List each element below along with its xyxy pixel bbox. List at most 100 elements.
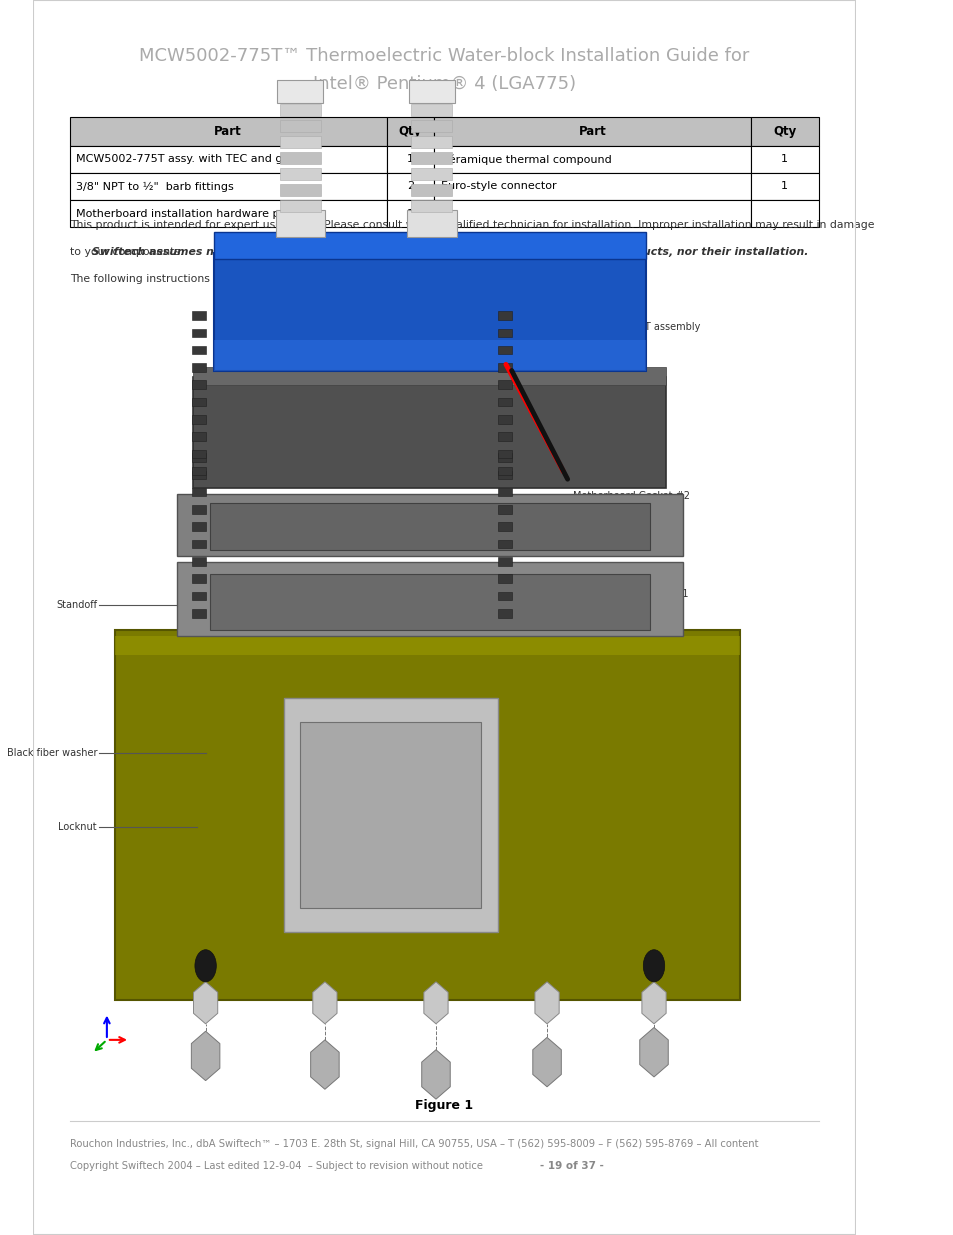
FancyBboxPatch shape (497, 450, 511, 458)
Text: Qty: Qty (398, 125, 421, 138)
FancyBboxPatch shape (497, 453, 511, 462)
FancyBboxPatch shape (497, 398, 511, 406)
FancyBboxPatch shape (70, 117, 386, 146)
FancyBboxPatch shape (497, 505, 511, 514)
FancyBboxPatch shape (386, 173, 434, 200)
Text: Swiftech assumes no liability whatsoever, expressed or implied, for the use of t: Swiftech assumes no liability whatsoever… (92, 247, 807, 257)
FancyBboxPatch shape (497, 557, 511, 566)
Text: Part: Part (578, 125, 606, 138)
Text: 3/8" NPT to ½"  barb fittings: 3/8" NPT to ½" barb fittings (76, 182, 233, 191)
FancyBboxPatch shape (192, 363, 206, 372)
FancyBboxPatch shape (277, 80, 323, 103)
FancyBboxPatch shape (70, 146, 386, 173)
FancyBboxPatch shape (192, 505, 206, 514)
FancyBboxPatch shape (497, 329, 511, 337)
FancyBboxPatch shape (279, 104, 320, 116)
FancyBboxPatch shape (497, 471, 511, 479)
FancyBboxPatch shape (279, 120, 320, 132)
FancyBboxPatch shape (193, 377, 665, 488)
Text: www.swiftnets.com: www.swiftnets.com (427, 274, 532, 284)
Text: Motherboard gasket #1
(1/4" thick)
"Sticky side" down: Motherboard gasket #1 (1/4" thick) "Stic… (573, 589, 688, 626)
FancyBboxPatch shape (192, 311, 206, 320)
FancyBboxPatch shape (192, 398, 206, 406)
FancyBboxPatch shape (434, 146, 750, 173)
FancyBboxPatch shape (411, 184, 452, 196)
FancyBboxPatch shape (497, 574, 511, 583)
FancyBboxPatch shape (210, 503, 649, 550)
FancyBboxPatch shape (70, 200, 386, 227)
FancyBboxPatch shape (192, 380, 206, 389)
FancyBboxPatch shape (750, 117, 818, 146)
Text: Figure 1: Figure 1 (415, 1099, 473, 1112)
Circle shape (642, 950, 664, 982)
FancyBboxPatch shape (213, 232, 645, 259)
FancyBboxPatch shape (192, 415, 206, 424)
Text: Motherboard installation hardware pack: Motherboard installation hardware pack (76, 209, 299, 219)
FancyBboxPatch shape (497, 488, 511, 496)
FancyBboxPatch shape (411, 104, 452, 116)
FancyBboxPatch shape (279, 184, 320, 196)
FancyBboxPatch shape (192, 574, 206, 583)
FancyBboxPatch shape (497, 380, 511, 389)
FancyBboxPatch shape (409, 80, 455, 103)
Text: for updates.: for updates. (511, 274, 580, 284)
FancyBboxPatch shape (434, 200, 750, 227)
FancyBboxPatch shape (279, 152, 320, 164)
FancyBboxPatch shape (497, 311, 511, 320)
Text: Qty: Qty (772, 125, 796, 138)
FancyBboxPatch shape (300, 722, 480, 908)
Text: This product is intended for expert users only. Please consult with a qualified : This product is intended for expert user… (70, 220, 874, 230)
FancyBboxPatch shape (411, 120, 452, 132)
FancyBboxPatch shape (210, 574, 649, 630)
FancyBboxPatch shape (411, 168, 452, 180)
FancyBboxPatch shape (192, 450, 206, 458)
Text: 1: 1 (781, 154, 787, 164)
FancyBboxPatch shape (497, 432, 511, 441)
FancyBboxPatch shape (115, 630, 740, 1000)
FancyBboxPatch shape (192, 488, 206, 496)
FancyBboxPatch shape (192, 346, 206, 354)
Text: Céramique thermal compound: Céramique thermal compound (440, 154, 611, 164)
Text: Assembly exploded view: Assembly exploded view (352, 305, 536, 317)
Text: 1: 1 (781, 182, 787, 191)
FancyBboxPatch shape (115, 636, 740, 655)
Text: The following instructions are subject to change without notice. Please visit ou: The following instructions are subject t… (70, 274, 570, 284)
FancyBboxPatch shape (434, 117, 750, 146)
Text: 1: 1 (407, 154, 414, 164)
FancyBboxPatch shape (283, 698, 497, 932)
FancyBboxPatch shape (434, 173, 750, 200)
FancyBboxPatch shape (279, 200, 320, 212)
FancyBboxPatch shape (192, 592, 206, 600)
Text: 1: 1 (407, 209, 414, 219)
FancyBboxPatch shape (192, 329, 206, 337)
FancyBboxPatch shape (750, 146, 818, 173)
FancyBboxPatch shape (750, 173, 818, 200)
FancyBboxPatch shape (497, 415, 511, 424)
FancyBboxPatch shape (192, 471, 206, 479)
Text: MCW5002-775T assembly: MCW5002-775T assembly (573, 322, 700, 332)
FancyBboxPatch shape (70, 173, 386, 200)
Text: Copyright Swiftech 2004 – Last edited 12-9-04  – Subject to revision without not: Copyright Swiftech 2004 – Last edited 12… (70, 1161, 482, 1171)
FancyBboxPatch shape (497, 346, 511, 354)
FancyBboxPatch shape (407, 210, 456, 237)
Text: Standoff: Standoff (56, 600, 97, 610)
FancyBboxPatch shape (497, 540, 511, 548)
FancyBboxPatch shape (279, 168, 320, 180)
FancyBboxPatch shape (750, 200, 818, 227)
Text: Part: Part (214, 125, 242, 138)
FancyBboxPatch shape (213, 253, 645, 370)
FancyBboxPatch shape (497, 522, 511, 531)
Text: 2: 2 (407, 182, 414, 191)
FancyBboxPatch shape (192, 432, 206, 441)
Text: Black fiber washer: Black fiber washer (7, 748, 97, 758)
FancyBboxPatch shape (411, 200, 452, 212)
FancyBboxPatch shape (192, 467, 206, 475)
Text: Euro-style connector: Euro-style connector (440, 182, 556, 191)
Text: MCW5002-775T™ Thermoelectric Water-block Installation Guide for: MCW5002-775T™ Thermoelectric Water-block… (139, 47, 749, 64)
FancyBboxPatch shape (497, 609, 511, 618)
FancyBboxPatch shape (386, 146, 434, 173)
FancyBboxPatch shape (192, 609, 206, 618)
Text: - 19 of 37 -: - 19 of 37 - (539, 1161, 603, 1171)
FancyBboxPatch shape (192, 540, 206, 548)
Text: Rouchon Industries, Inc., dbA Swiftech™ – 1703 E. 28th St, signal Hill, CA 90755: Rouchon Industries, Inc., dbA Swiftech™ … (70, 1139, 758, 1149)
